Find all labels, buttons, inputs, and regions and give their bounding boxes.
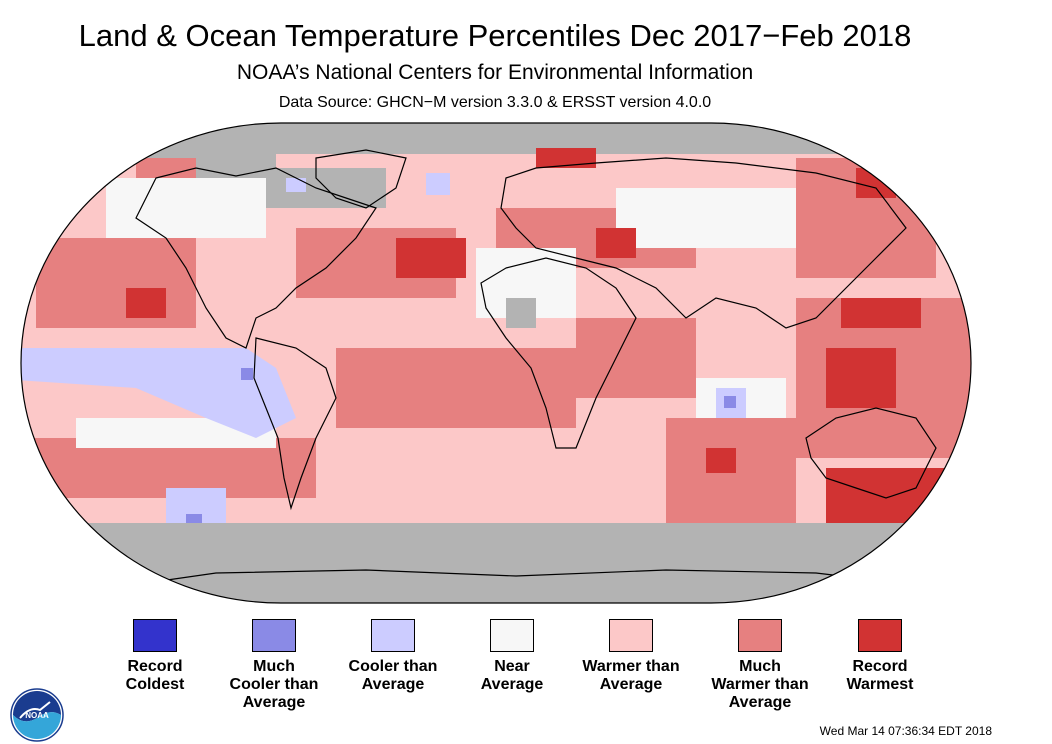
south-america-outline	[253, 337, 337, 511]
legend-label: Much Cooler than Average	[229, 658, 319, 711]
world-percentile-map	[20, 122, 972, 604]
australia-outline	[805, 407, 937, 499]
timestamp: Wed Mar 14 07:36:34 EDT 2018	[819, 724, 992, 738]
legend-label: Record Warmest	[846, 658, 914, 693]
west-pacific-record-warmest	[841, 298, 921, 328]
map-border	[20, 122, 972, 604]
pacific-much-cooler-cell	[241, 368, 253, 380]
north-pacific-record-warmest	[126, 288, 166, 318]
eastern-pacific-cooler-than-average	[21, 348, 296, 438]
data-source-note: Data Source: GHCN−M version 3.3.0 & ERSS…	[278, 94, 712, 111]
legend-label: Cooler than Average	[348, 658, 438, 693]
east-asia-record-warmest	[856, 168, 896, 198]
legend-swatch	[738, 619, 782, 652]
legend-swatch	[858, 619, 902, 652]
africa-no-data-cell	[506, 298, 536, 328]
north-pacific-much-warmer	[36, 238, 196, 328]
legend-swatch	[252, 619, 296, 652]
legend-item-record-coldest: Record Coldest	[80, 619, 230, 694]
antarctica-no-data-region	[21, 523, 971, 603]
antarctica-coastline	[75, 569, 927, 594]
north-america-near-average	[106, 178, 266, 238]
legend-label: Near Average	[480, 658, 544, 693]
legend-item-much-cooler: Much Cooler than Average	[199, 619, 349, 712]
africa-outline	[480, 257, 637, 449]
legend-swatch	[133, 619, 177, 652]
legend-swatch	[609, 619, 653, 652]
map-title: Land & Ocean Temperature Percentiles Dec…	[78, 18, 912, 53]
greenland-outline	[315, 149, 407, 209]
legend-label: Record Coldest	[125, 658, 185, 693]
noaa-logo-icon: NOAA	[10, 688, 64, 742]
legend-item-warmer: Warmer than Average	[556, 619, 706, 694]
legend-label: Much Warmer than Average	[711, 658, 809, 711]
legend-swatch	[490, 619, 534, 652]
tasman-sea-record-warmest	[826, 468, 956, 528]
legend-label: Warmer than Average	[582, 658, 680, 693]
siberia-near-average	[616, 188, 796, 248]
canada-cooler-cell	[286, 178, 306, 192]
legend-swatch	[371, 619, 415, 652]
eurasia-outline	[500, 157, 907, 329]
indian-ocean-record-warmest	[706, 448, 736, 473]
east-africa-much-warmer	[576, 318, 696, 398]
north-atlantic-record-warmest	[396, 238, 466, 278]
australia-record-warmest	[826, 348, 896, 408]
noaa-logo-text: NOAA	[25, 711, 49, 720]
middle-east-record-warmest	[596, 228, 636, 258]
legend-item-near-average: Near Average	[437, 619, 587, 694]
atlantic-cooler-cell	[426, 173, 450, 195]
north-america-outline	[135, 167, 377, 349]
legend-item-record-warmest: Record Warmest	[805, 619, 955, 694]
legend-item-much-warmer: Much Warmer than Average	[685, 619, 835, 712]
map-subtitle: NOAA’s National Centers for Environmenta…	[236, 61, 754, 84]
legend-item-cooler: Cooler than Average	[318, 619, 468, 694]
south-atlantic-much-warmer	[336, 348, 576, 428]
barents-record-warmest	[536, 148, 596, 168]
indian-ocean-much-cooler-cell	[724, 396, 736, 408]
